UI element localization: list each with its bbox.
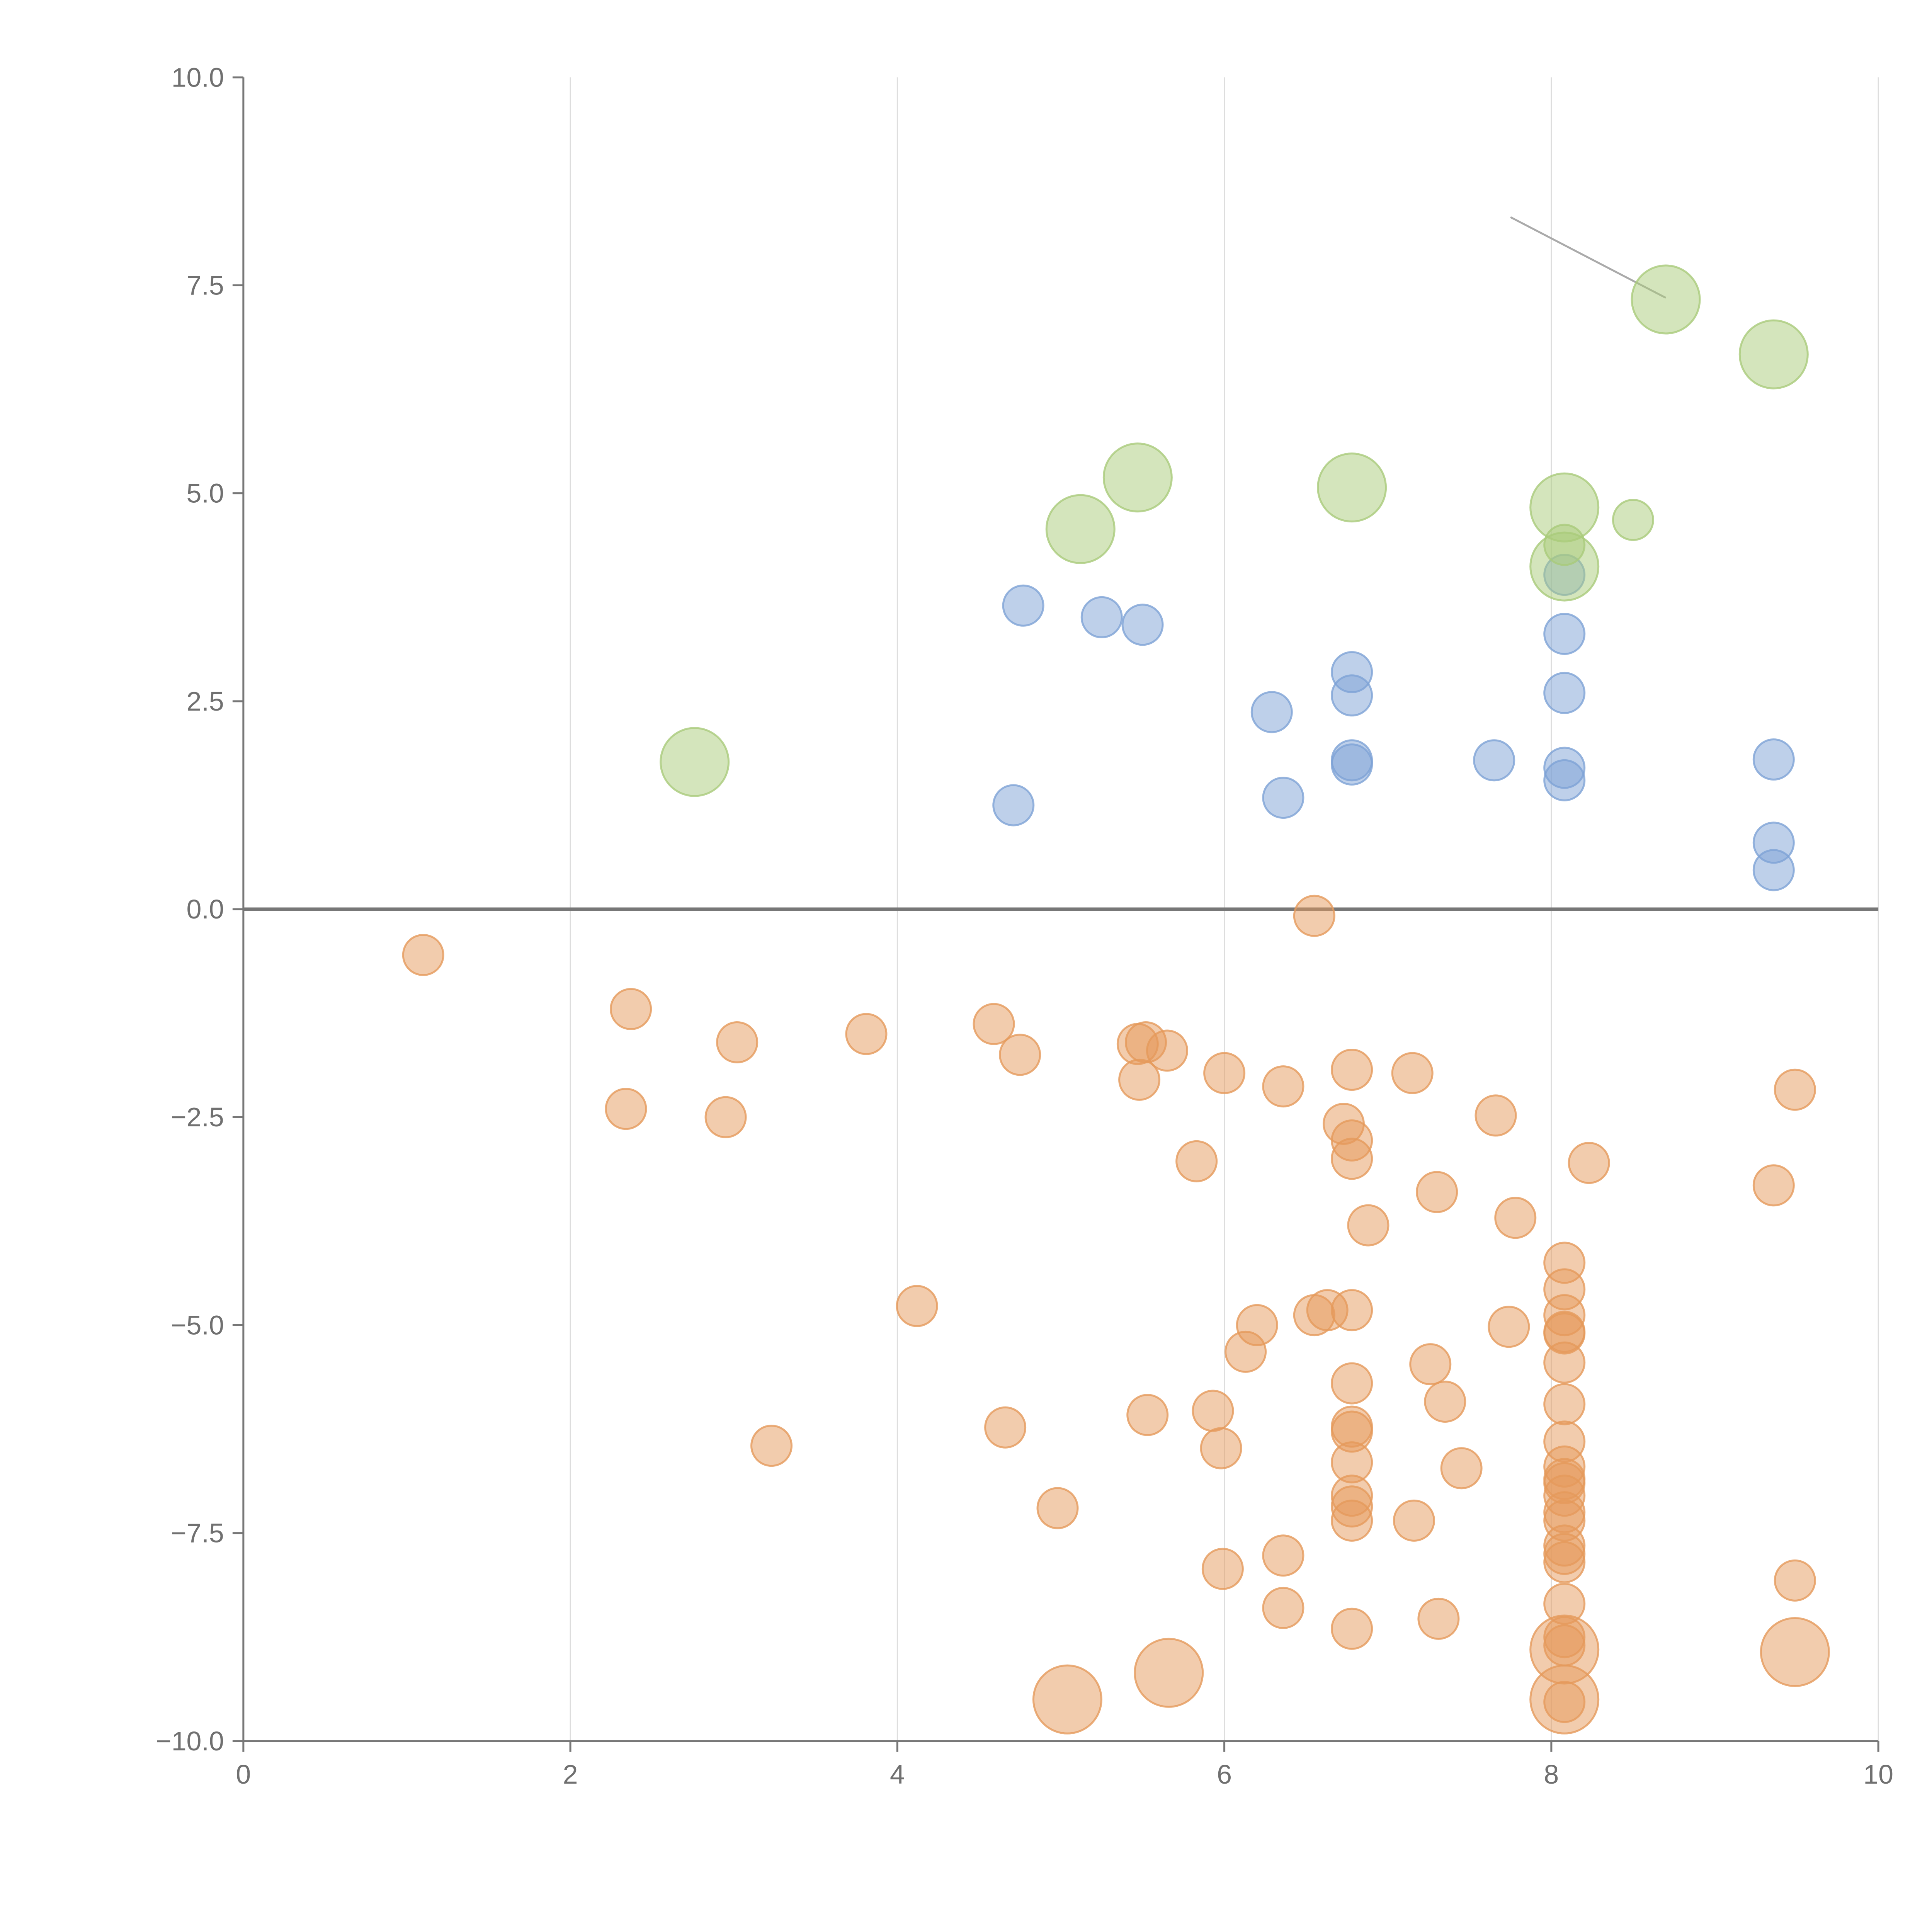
data-point-negative [1760,1617,1830,1687]
data-point-negative [610,988,652,1030]
data-point-negative [1774,1068,1816,1111]
data-point-positive-low [1543,672,1586,714]
data-point-negative [1331,1049,1373,1091]
data-point-positive-low [992,784,1035,827]
data-point-positive-high [1543,524,1586,566]
data-point-negative [750,1425,793,1467]
data-point-negative [1203,1052,1246,1094]
data-point-negative [845,1013,888,1055]
x-tick-label: 6 [1217,1759,1232,1789]
y-tick-label: −2.5 [171,1102,224,1132]
data-point-negative [1752,1164,1795,1207]
data-point-positive-high [1612,499,1654,541]
data-point-negative [1529,1664,1600,1735]
data-point-positive-high [1045,494,1116,564]
y-tick-label: −5.0 [171,1310,224,1340]
data-point-positive-low [1331,743,1373,786]
data-point-negative [1568,1142,1610,1184]
y-tick-label: 5.0 [187,478,224,509]
data-point-positive-low [1002,584,1044,627]
data-point-positive-low [1752,738,1795,781]
data-point-negative [1417,1597,1460,1640]
data-point-negative [1393,1499,1435,1542]
x-tick-label: 8 [1544,1759,1559,1789]
y-tick-label: 0.0 [187,894,224,924]
data-point-positive-low [1080,596,1123,638]
data-point-negative [1409,1343,1452,1386]
x-tick-label: 2 [563,1759,578,1789]
data-point-positive-high [1738,319,1809,389]
data-point-negative [1201,1548,1244,1590]
data-point-negative [1440,1447,1483,1490]
data-point-negative [716,1021,759,1063]
data-point-negative [1262,1065,1304,1108]
data-point-positive-low [1543,759,1586,801]
data-point-negative [1543,1541,1586,1583]
data-point-negative [1331,1138,1373,1180]
x-tick-label: 10 [1863,1759,1893,1789]
data-point-positive-low [1331,674,1373,717]
data-point-negative [1225,1330,1267,1373]
y-tick-label: −7.5 [171,1518,224,1548]
data-point-positive-low [1250,691,1293,733]
data-point-negative [1347,1204,1389,1247]
data-point-negative [999,1034,1041,1076]
data-point-negative [1032,1664,1102,1735]
data-point-negative [896,1285,938,1327]
data-point-negative [1416,1171,1458,1213]
data-point-negative [1331,1607,1373,1650]
data-point-positive-high [1317,452,1387,523]
data-point-negative [1488,1306,1530,1348]
data-point-negative [1036,1487,1079,1529]
data-point-negative [605,1088,647,1130]
data-point-negative [1494,1197,1537,1239]
data-point-negative [1126,1394,1169,1436]
data-points [402,216,1830,1735]
data-point-negative [1293,895,1335,937]
data-point-negative [984,1406,1027,1449]
data-point-negative [1134,1638,1204,1708]
data-point-positive-low [1262,777,1304,819]
x-tick-label: 4 [890,1759,905,1789]
data-point-negative [1331,1499,1373,1542]
data-point-positive-high [1102,442,1173,513]
data-point-positive-low [1752,849,1795,891]
data-point-negative [704,1096,747,1138]
data-point-negative [1118,1058,1161,1101]
data-point-negative [1331,1289,1373,1332]
y-tick-label: 10.0 [172,62,224,92]
data-point-negative [1424,1380,1466,1423]
data-point-negative [1391,1052,1434,1094]
data-point-negative [973,1003,1015,1045]
data-point-positive-low [1121,604,1164,646]
x-tick-label: 0 [236,1759,251,1789]
data-point-negative [1262,1534,1304,1577]
data-point-negative [1192,1389,1234,1432]
y-tick-label: −10.0 [156,1726,224,1756]
data-point-negative [402,934,444,976]
y-tick-label: 2.5 [187,686,224,716]
data-point-negative [1774,1559,1816,1602]
data-point-positive-high [1631,264,1701,335]
data-point-negative [1543,1341,1586,1384]
data-point-positive-high [660,727,730,797]
data-point-negative [1200,1427,1242,1469]
data-point-negative [1331,1362,1373,1405]
data-point-negative [1543,1383,1586,1425]
y-tick-label: 7.5 [187,270,224,300]
axes [232,76,1879,1752]
data-point-negative [1175,1140,1218,1182]
tick-labels: 0 2 4 6 8 10 −10.0 −7.5 −5.0 −2.5 0.0 2.5 5.0 7.5 10.0 [156,62,1893,1789]
data-point-negative [1262,1587,1304,1629]
data-point-positive-low [1473,739,1515,782]
data-point-negative [1146,1029,1189,1072]
data-point-positive-low [1543,612,1586,655]
data-point-negative [1475,1094,1517,1137]
